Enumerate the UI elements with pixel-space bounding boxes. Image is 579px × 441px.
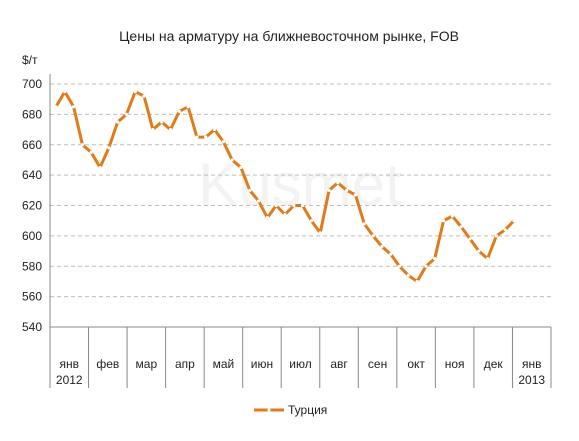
data-point <box>230 158 234 162</box>
data-point <box>116 120 120 124</box>
data-point <box>459 225 463 229</box>
data-point <box>292 203 296 208</box>
y-axis-ticks: 540 560 580 600 620 640 660 680 700 <box>22 77 42 334</box>
y-axis-unit: $/т <box>22 53 38 67</box>
x-tick-label: ноя <box>445 357 465 371</box>
data-point <box>160 120 164 124</box>
y-tick-label: 580 <box>22 259 42 273</box>
data-point <box>371 234 375 238</box>
data-point <box>512 219 516 223</box>
x-tick-year-label: 2013 <box>518 373 545 387</box>
data-point <box>177 109 181 113</box>
x-tick-label: фев <box>96 357 119 371</box>
data-point <box>283 213 287 217</box>
x-tick-label: сен <box>368 357 387 371</box>
data-point <box>168 127 173 132</box>
data-point <box>336 181 340 185</box>
x-axis: янв 2012 фев мар апр май июн июл авг сен окт ноя дек… <box>49 74 552 388</box>
x-tick-label: дек <box>484 357 504 371</box>
y-tick-label: 640 <box>22 168 42 182</box>
data-point <box>380 244 384 249</box>
x-tick-year-label: 2012 <box>56 373 83 387</box>
y-tick-label: 540 <box>22 320 42 334</box>
data-point <box>221 140 225 144</box>
data-point <box>72 105 76 109</box>
x-tick-label: апр <box>175 357 195 371</box>
x-tick-label: янв <box>60 357 80 371</box>
series-group <box>54 89 516 284</box>
data-point <box>327 188 331 192</box>
data-point <box>397 264 402 268</box>
data-point <box>98 165 102 170</box>
data-point <box>353 193 358 197</box>
x-tick-label: июл <box>289 357 311 371</box>
x-tick-label: май <box>213 357 235 371</box>
data-point <box>477 249 481 253</box>
data-point <box>503 228 507 232</box>
data-point <box>389 252 393 256</box>
data-point <box>301 203 305 208</box>
y-tick-label: 680 <box>22 107 42 121</box>
x-tick-label: июн <box>251 357 273 371</box>
y-tick-label: 620 <box>22 199 42 213</box>
data-point <box>468 237 472 241</box>
chart-title: Цены на арматуру на ближневосточном рынк… <box>119 28 459 44</box>
data-point <box>63 89 67 94</box>
data-point <box>424 264 428 268</box>
data-point <box>265 216 269 220</box>
data-point <box>494 234 498 238</box>
watermark: Kusmet <box>198 151 402 218</box>
data-point <box>195 135 199 139</box>
legend-swatch-marker <box>267 408 271 412</box>
data-point <box>406 273 410 277</box>
y-tick-label: 560 <box>22 290 42 304</box>
data-point <box>133 89 137 94</box>
y-tick-label: 700 <box>22 77 42 91</box>
y-tick-label: 600 <box>22 229 42 243</box>
data-point <box>124 112 129 116</box>
data-point <box>362 222 366 226</box>
x-tick-label: янв <box>522 357 542 371</box>
data-point <box>54 105 58 109</box>
x-tick-label: авг <box>330 357 348 371</box>
x-tick-label: окт <box>407 357 425 371</box>
data-point <box>142 94 146 98</box>
data-point <box>89 150 93 154</box>
x-tick-label: мар <box>136 357 158 371</box>
data-point <box>485 257 490 261</box>
data-point <box>239 165 243 170</box>
data-point <box>248 188 252 192</box>
legend-label: Турция <box>288 403 327 417</box>
data-point <box>151 127 155 132</box>
data-point <box>80 143 85 147</box>
legend: Турция <box>254 403 327 417</box>
data-point <box>318 231 322 235</box>
data-point <box>204 135 208 139</box>
data-point <box>274 203 278 208</box>
data-point <box>345 188 349 192</box>
data-point <box>256 199 261 203</box>
data-point <box>309 219 314 223</box>
data-point <box>212 127 217 132</box>
data-point <box>450 214 454 218</box>
data-point <box>433 257 437 261</box>
data-point <box>107 146 111 150</box>
data-point <box>441 219 446 223</box>
data-point <box>415 279 419 284</box>
data-point <box>186 105 190 109</box>
y-tick-label: 660 <box>22 138 42 152</box>
